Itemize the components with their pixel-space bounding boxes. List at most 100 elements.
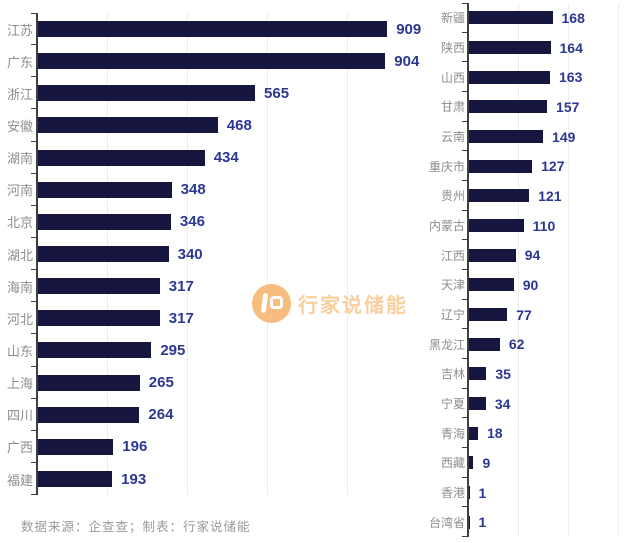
- bar: [38, 53, 386, 70]
- plot-area: 127: [462, 151, 638, 182]
- plot-area: 434: [31, 141, 426, 174]
- category-label: 陕西: [440, 41, 465, 55]
- plot-area: 193: [31, 462, 426, 496]
- bar-row: 黑龙江 62: [424, 329, 638, 360]
- category-label: 甘肃: [440, 100, 465, 115]
- value-label: 909: [396, 20, 422, 38]
- bar: [469, 100, 548, 114]
- category-label: 广东: [6, 54, 33, 70]
- bar: [469, 278, 514, 292]
- category-label: 河北: [6, 311, 33, 327]
- bar-row: 宁夏 34: [424, 388, 638, 419]
- plot-area: 264: [31, 398, 426, 431]
- value-label: 346: [179, 213, 205, 231]
- value-label: 468: [226, 116, 252, 134]
- bar: [38, 85, 256, 102]
- value-label: 265: [148, 374, 174, 392]
- value-label: 157: [556, 98, 580, 115]
- value-label: 77: [516, 306, 532, 323]
- value-label: 1: [478, 484, 487, 501]
- bar-row: 天津 90: [424, 270, 638, 300]
- value-label: 193: [121, 470, 147, 488]
- plot-area: 909: [31, 13, 426, 46]
- category-label: 北京: [6, 215, 33, 231]
- value-label: 196: [122, 438, 148, 456]
- bar: [469, 219, 524, 233]
- bar: [38, 471, 113, 488]
- plot-area: 163: [462, 62, 638, 93]
- bar: [38, 117, 218, 134]
- bar: [469, 70, 551, 84]
- plot-area: 164: [462, 32, 638, 63]
- bar-chart-right: 新疆 168 陕西 164 山西 163 甘肃 157 云南 149 重庆市 127 贵州 121 内蒙古 1…: [424, 3, 638, 538]
- plot-area: 565: [31, 77, 426, 110]
- bar-chart-left: 江苏 909 广东 904 浙江 565 安徽 468 湖南 434 河南 348 北京 346 湖北 340…: [2, 13, 426, 496]
- category-label: 香港: [440, 486, 465, 501]
- bar: [38, 149, 205, 166]
- value-label: 340: [177, 245, 203, 263]
- plot-area: 94: [462, 240, 638, 271]
- plot-area: 196: [31, 430, 426, 464]
- category-label: 江西: [440, 248, 465, 263]
- value-label: 295: [160, 341, 186, 359]
- bar: [38, 278, 160, 295]
- bar: [38, 406, 140, 423]
- bar-row: 河南 348: [2, 173, 426, 206]
- category-label: 四川: [6, 408, 33, 424]
- value-label: 94: [524, 247, 541, 264]
- plot-area: 295: [31, 334, 426, 367]
- bar: [38, 342, 152, 359]
- value-label: 1: [478, 514, 487, 531]
- bar-row: 河北 317: [2, 302, 426, 335]
- plot-area: 90: [462, 270, 638, 300]
- category-label: 台湾省: [428, 515, 465, 530]
- bar-row: 香港 1: [424, 477, 638, 508]
- bar: [469, 367, 487, 381]
- value-label: 127: [541, 158, 565, 175]
- value-label: 163: [559, 69, 583, 86]
- plot-area: 157: [462, 92, 638, 122]
- value-label: 565: [264, 84, 290, 102]
- plot-area: 904: [31, 45, 426, 78]
- bar: [38, 246, 169, 263]
- bar-row: 山西 163: [424, 62, 638, 93]
- plot-area: 77: [462, 299, 638, 330]
- bar: [469, 248, 516, 262]
- data-source-note: 数据来源：企查查；制表：行家说储能: [21, 520, 251, 534]
- bar: [38, 374, 140, 391]
- plot-area: 348: [31, 173, 426, 206]
- value-label: 149: [552, 128, 576, 145]
- category-label: 广西: [6, 440, 33, 456]
- category-label: 湖南: [6, 151, 33, 167]
- bar: [469, 159, 533, 173]
- value-label: 434: [213, 149, 239, 167]
- bar-row: 浙江 565: [2, 77, 426, 110]
- category-label: 青海: [440, 426, 465, 441]
- plot-area: 265: [31, 366, 426, 399]
- plot-area: 34: [462, 388, 638, 419]
- bar-row: 四川 264: [2, 398, 426, 431]
- category-label: 安徽: [6, 118, 33, 134]
- plot-area: 18: [462, 418, 638, 449]
- category-label: 山西: [440, 70, 465, 85]
- value-label: 9: [482, 454, 491, 471]
- bar: [469, 426, 478, 440]
- bar: [469, 41, 551, 54]
- value-label: 35: [495, 365, 511, 382]
- bar-row: 江苏 909: [2, 13, 426, 46]
- bar-row: 江西 94: [424, 240, 638, 271]
- bar-row: 湖北 340: [2, 237, 426, 271]
- bar-row: 上海 265: [2, 366, 426, 399]
- plot-area: 1: [462, 477, 638, 508]
- category-label: 上海: [6, 376, 33, 392]
- bar-row: 新疆 168: [424, 3, 638, 33]
- category-label: 内蒙古: [428, 219, 465, 234]
- category-label: 西藏: [440, 456, 465, 471]
- value-label: 62: [508, 336, 525, 353]
- category-label: 新疆: [440, 11, 465, 26]
- bar-row: 陕西 164: [424, 32, 638, 63]
- plot-area: 9: [462, 448, 638, 478]
- bar-row: 重庆市 127: [424, 151, 638, 182]
- value-label: 264: [148, 406, 174, 424]
- bar: [469, 308, 508, 322]
